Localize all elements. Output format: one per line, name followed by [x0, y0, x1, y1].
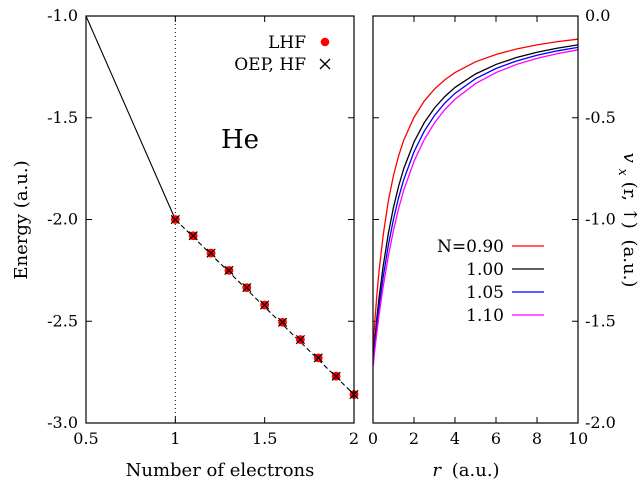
right-y-tick-label: 0.0 [585, 6, 610, 25]
oep-hf-point [313, 353, 323, 363]
right-y-axis-unit: (a.u.) [619, 240, 640, 288]
oep-hf-point [295, 334, 306, 345]
right-x-tick-label: 4 [450, 429, 460, 448]
curve-1-00 [373, 44, 578, 359]
left-fit-lines [86, 16, 354, 395]
left-y-tick-label: -2.0 [47, 210, 78, 229]
right-x-tick-label: 10 [568, 429, 588, 448]
right-y-tick-label: -2.0 [585, 413, 616, 432]
right-y-axis-args: (r, ↑) [619, 182, 640, 229]
right-panel: 0 2 4 6 8 10-2.0 -1.5 -1.0 -0.5 0.0 N=0.90 1.00 1.0… [368, 6, 640, 481]
legend-label-oep-hf: OEP, HF [234, 55, 306, 75]
right-x-tick-label: 2 [409, 429, 419, 448]
right-y-axis-var: v [619, 153, 640, 163]
legend-label-lhf: LHF [268, 33, 306, 53]
curve-n-0-90 [373, 38, 578, 345]
oep-hf-point [188, 231, 198, 241]
curve-1-05 [373, 46, 578, 363]
right-curves [373, 38, 578, 366]
fit-line-dashed [174, 219, 354, 395]
left-x-tick-label: 2 [349, 429, 359, 448]
oep-hf-point [224, 265, 234, 275]
legend-label: 1.10 [466, 306, 504, 326]
left-ticks: 0.5 1 1.5 2 -3.0 -2.5 -2.0 -1.5 -1.0 [47, 6, 359, 448]
left-y-axis-label: Energy (a.u.) [11, 160, 32, 279]
legend-marker-lhf [320, 37, 330, 47]
annotation-he: He [221, 125, 259, 155]
left-x-tick-label: 0.5 [73, 429, 98, 448]
left-x-tick-label: 1.5 [252, 429, 277, 448]
oep-hf-point [242, 283, 252, 293]
legend-marker-oep-hf [319, 58, 331, 70]
right-y-axis-label: v x (r, ↑) (a.u.) [614, 153, 640, 288]
right-legend: N=0.90 1.00 1.05 1.10 [437, 237, 544, 326]
oep-hf-point [260, 300, 270, 310]
right-x-tick-label: 8 [532, 429, 542, 448]
right-x-axis-label: r (a.u.) [432, 460, 499, 481]
right-x-tick-label: 0 [368, 429, 378, 448]
left-y-tick-label: -1.5 [47, 108, 78, 127]
left-x-tick-label: 1 [170, 429, 180, 448]
right-x-axis-var: r [432, 460, 442, 481]
left-panel: 0.5 1 1.5 2 -3.0 -2.5 -2.0 -1.5 -1.0 He LHF OEP,… [11, 6, 359, 481]
right-y-tick-label: -1.0 [585, 210, 616, 229]
curve-1-10 [373, 49, 578, 366]
left-x-axis-label: Number of electrons [126, 460, 315, 481]
right-y-tick-label: -0.5 [585, 108, 616, 127]
oep-hf-point [206, 248, 216, 258]
right-ticks: 0 2 4 6 8 10-2.0 -1.5 -1.0 -0.5 0.0 [368, 6, 616, 448]
legend-label: 1.05 [466, 283, 504, 303]
left-y-tick-label: -3.0 [47, 413, 78, 432]
right-x-axis-unit: (a.u.) [452, 460, 500, 481]
legend-label: N=0.90 [437, 237, 504, 257]
right-x-tick-label: 6 [491, 429, 501, 448]
left-legend: LHF OEP, HF [234, 33, 331, 75]
right-y-axis-sub: x [615, 169, 630, 177]
fit-line-solid [86, 16, 176, 220]
left-y-tick-label: -1.0 [47, 6, 78, 25]
oep-hf-point [170, 214, 180, 225]
legend-label: 1.00 [466, 260, 504, 280]
oep-hf-point [331, 371, 341, 381]
oep-hf-point [277, 317, 288, 327]
right-plot-frame [372, 15, 579, 424]
left-y-tick-label: -2.5 [47, 311, 78, 330]
right-y-tick-label: -1.5 [585, 311, 616, 330]
left-plot-frame [85, 15, 355, 424]
